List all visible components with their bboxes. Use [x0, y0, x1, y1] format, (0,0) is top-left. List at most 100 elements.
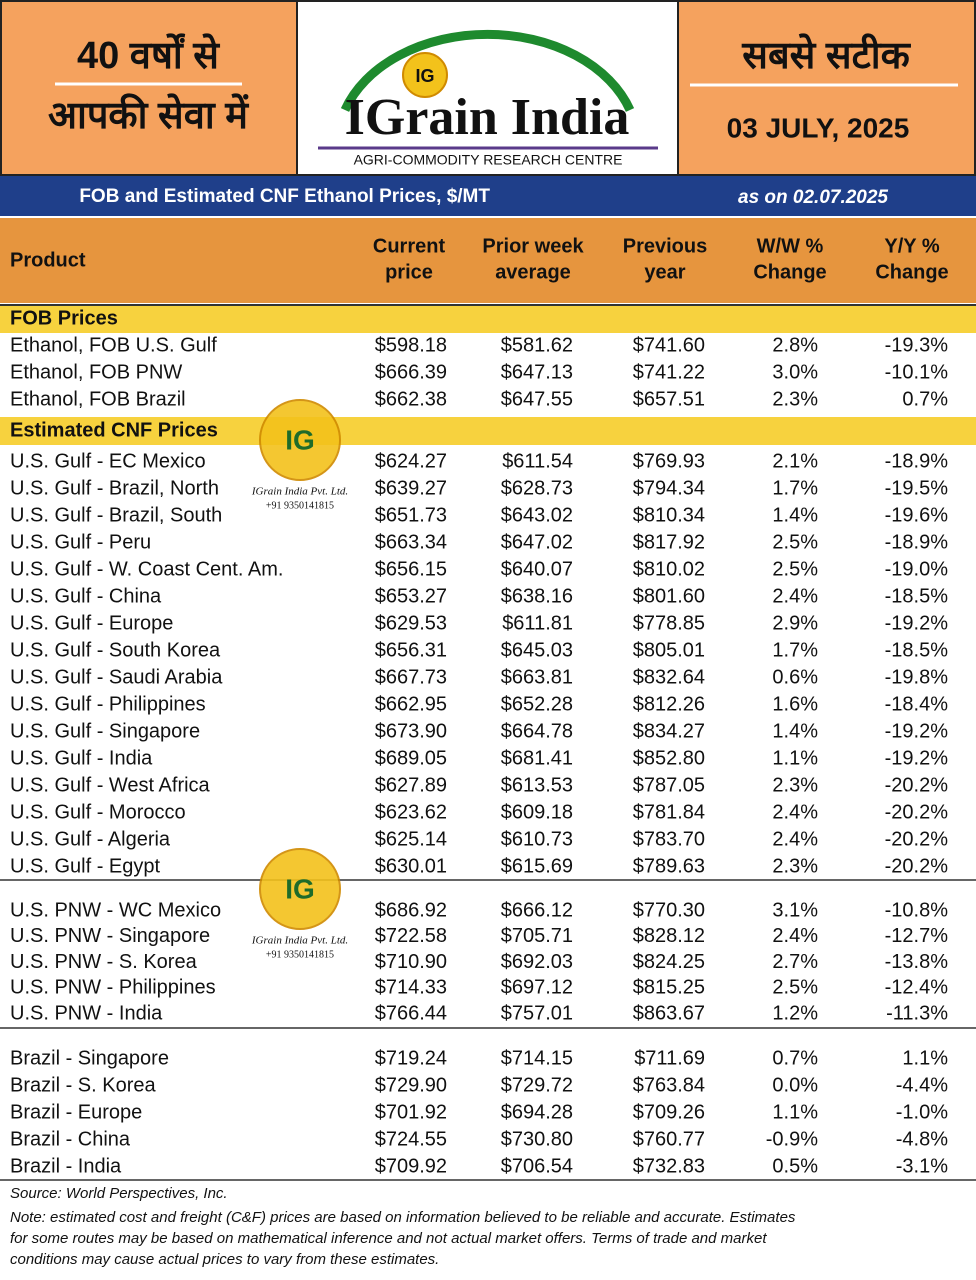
note: for some routes may be based on mathemat… — [10, 1230, 767, 1247]
cell: $778.85 — [633, 612, 705, 634]
row-label: U.S. Gulf - Brazil, South — [10, 504, 222, 526]
cell: $722.58 — [375, 925, 447, 947]
cell: $832.64 — [633, 666, 705, 688]
row-label: U.S. Gulf - South Korea — [10, 639, 221, 661]
cell: 2.7% — [772, 951, 818, 973]
cell: $805.01 — [633, 639, 705, 661]
cell: $686.92 — [375, 899, 447, 921]
column-header: price — [385, 261, 433, 283]
cell: $628.73 — [501, 477, 573, 499]
cell: $770.30 — [633, 899, 705, 921]
cell: 0.7% — [772, 1047, 818, 1069]
column-header: Product — [10, 249, 86, 271]
cell: -18.9% — [885, 531, 949, 553]
source: Source: World Perspectives, Inc. — [10, 1185, 228, 1202]
column-header: year — [644, 261, 685, 283]
cell: $769.93 — [633, 450, 705, 472]
row-label: Ethanol, FOB U.S. Gulf — [10, 334, 217, 356]
cell: -4.8% — [896, 1128, 948, 1150]
cell: $787.05 — [633, 774, 705, 796]
cell: $817.92 — [633, 531, 705, 553]
cell: 2.4% — [772, 828, 818, 850]
cell: 1.1% — [772, 1101, 818, 1123]
cell: -18.9% — [885, 450, 949, 472]
cell: $581.62 — [501, 334, 573, 356]
cell: $673.90 — [375, 720, 447, 742]
cell: $625.14 — [375, 828, 447, 850]
cell: $801.60 — [633, 585, 705, 607]
cell: $852.80 — [633, 747, 705, 769]
cell: 2.5% — [772, 531, 818, 553]
row-label: Brazil - China — [10, 1128, 131, 1150]
cell: $834.27 — [633, 720, 705, 742]
cell: $697.12 — [501, 977, 573, 999]
watermark-company: IGrain India Pvt. Ltd. — [251, 935, 348, 947]
cell: 3.1% — [772, 899, 818, 921]
cell: 0.6% — [772, 666, 818, 688]
cell: $613.53 — [501, 774, 573, 796]
cell: $662.95 — [375, 693, 447, 715]
cell: $662.38 — [375, 388, 447, 410]
cell: $643.02 — [501, 504, 573, 526]
column-header: W/W % — [757, 235, 824, 257]
row-label: U.S. Gulf - Algeria — [10, 828, 171, 850]
cell: 1.2% — [772, 1002, 818, 1024]
logo-mark: IG — [415, 66, 434, 86]
cell: -1.0% — [896, 1101, 948, 1123]
cell: 2.3% — [772, 388, 818, 410]
cell: $714.33 — [375, 977, 447, 999]
cell: $714.15 — [501, 1047, 573, 1069]
cell: 1.7% — [772, 639, 818, 661]
row-label: U.S. PNW - Philippines — [10, 977, 216, 999]
cell: -3.1% — [896, 1155, 948, 1177]
row-label: Ethanol, FOB Brazil — [10, 388, 186, 410]
cell: $709.92 — [375, 1155, 447, 1177]
column-header: Y/Y % — [884, 235, 939, 257]
row-label: U.S. Gulf - Saudi Arabia — [10, 666, 223, 688]
watermark-badge — [259, 848, 341, 930]
cell: $711.69 — [634, 1047, 705, 1069]
cell: -20.2% — [885, 774, 949, 796]
cell: 0.0% — [772, 1074, 818, 1096]
cell: $701.92 — [375, 1101, 447, 1123]
cell: $627.89 — [375, 774, 447, 796]
cell: $730.80 — [501, 1128, 573, 1150]
cell: $667.73 — [375, 666, 447, 688]
row-label: Brazil - Europe — [10, 1101, 142, 1123]
table-header — [0, 218, 976, 303]
cell: $615.69 — [501, 855, 573, 877]
cell: $692.03 — [501, 951, 573, 973]
cell: $689.05 — [375, 747, 447, 769]
row-label: U.S. Gulf - EC Mexico — [10, 450, 206, 472]
cell: 2.8% — [772, 334, 818, 356]
watermark-company: IGrain India Pvt. Ltd. — [251, 486, 348, 498]
cell: -19.5% — [885, 477, 949, 499]
cell: -18.5% — [885, 639, 949, 661]
cell: $812.26 — [633, 693, 705, 715]
cell: $645.03 — [501, 639, 573, 661]
cell: $647.02 — [501, 531, 573, 553]
cell: $611.81 — [502, 612, 573, 634]
cell: $757.01 — [501, 1002, 573, 1024]
cell: -20.2% — [885, 855, 949, 877]
cell: 1.4% — [772, 720, 818, 742]
cell: $639.27 — [375, 477, 447, 499]
cell: $741.60 — [633, 334, 705, 356]
row-label: U.S. Gulf - Philippines — [10, 693, 206, 715]
watermark-mark: IG — [285, 873, 315, 904]
cell: $611.54 — [502, 450, 573, 472]
banner-title: FOB and Estimated CNF Ethanol Prices, $/… — [79, 186, 490, 207]
cell: 2.3% — [772, 855, 818, 877]
cell: $647.55 — [501, 388, 573, 410]
cell: $629.53 — [375, 612, 447, 634]
cell: 3.0% — [772, 361, 818, 383]
row-label: U.S. Gulf - Egypt — [10, 855, 160, 877]
watermark-mark: IG — [285, 424, 315, 455]
cell: 2.9% — [772, 612, 818, 634]
cell: 2.5% — [772, 558, 818, 580]
row-label: Brazil - India — [10, 1155, 122, 1177]
row-label: U.S. Gulf - China — [10, 585, 162, 607]
cell: -19.2% — [885, 747, 949, 769]
cell: $719.24 — [375, 1047, 447, 1069]
